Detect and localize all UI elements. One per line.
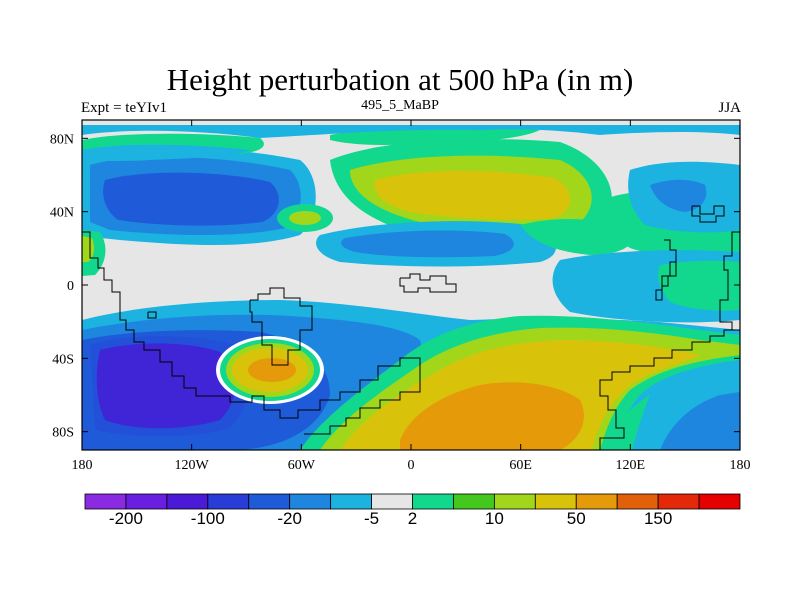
coastlines: [82, 205, 740, 450]
colorbar-swatch: [289, 493, 332, 510]
coastline-far-east-edge: [719, 231, 740, 330]
colorbar-swatch: [698, 493, 741, 510]
colorbar-label: 10: [485, 509, 504, 528]
central-blue-inner: [341, 230, 514, 258]
north-ridge-yellow: [374, 170, 570, 220]
colorbar-swatch: [330, 493, 372, 510]
colorbar-label: -20: [277, 509, 302, 528]
coastline-east-continent: [599, 329, 740, 450]
colorbar-label: 2: [408, 509, 417, 528]
colorbar-label: 150: [644, 509, 672, 528]
y-tick-label: 80S: [52, 426, 74, 441]
colorbar-swatch: [657, 493, 700, 510]
colorbar-swatch: [84, 493, 127, 510]
x-tick-label: 180: [72, 458, 93, 473]
south-east-blue: [660, 392, 740, 450]
colorbar-label: -200: [109, 509, 143, 528]
coastline-equatorial-island: [399, 273, 457, 293]
x-tick-label: 120W: [175, 458, 210, 473]
blob-yellowgreen-north: [289, 211, 321, 225]
south-east-green-edge: [610, 395, 650, 450]
contour-field: [82, 120, 740, 450]
plot-title: Height perturbation at 500 hPa (in m): [166, 62, 634, 97]
colorbar-swatch: [412, 493, 454, 510]
coastline-south-america: [249, 287, 313, 366]
y-tick-label: 0: [67, 279, 74, 294]
y-tick-label: 80N: [50, 132, 74, 147]
colorbar: -200 -100 -20 -5 2 10 50 150: [84, 493, 741, 528]
colorbar-swatch: [493, 493, 536, 510]
east-band-green: [658, 260, 740, 311]
north-east-blue: [650, 179, 707, 212]
south-pacific-deep: [96, 343, 235, 429]
x-tick-label: 0: [408, 458, 415, 473]
colorbar-swatch: [207, 493, 250, 510]
south-pacific-deep-edge: [90, 336, 249, 437]
colorbar-swatch: [534, 493, 577, 510]
colorbar-label: -100: [191, 509, 225, 528]
y-tick-label: 40N: [50, 206, 74, 221]
coastline-northeast-small: [691, 205, 725, 223]
x-tick-label: 60E: [509, 458, 532, 473]
coastline-west-land: [82, 231, 421, 435]
y-tick-label: 40S: [52, 352, 74, 367]
season-label: JJA: [718, 100, 741, 116]
x-tick-label: 60W: [288, 458, 316, 473]
x-tick-label: 120E: [616, 458, 646, 473]
colorbar-label: 50: [567, 509, 586, 528]
colorbar-swatch: [248, 493, 291, 510]
x-tick-label: 180: [730, 458, 751, 473]
south-atlantic-high-orange: [248, 358, 296, 382]
north-east-top-cyan: [82, 125, 740, 138]
x-axis-ticks: 180 120W 60W 0 60E 120E 180: [72, 120, 751, 473]
coastline-west-pacific-island: [147, 311, 157, 319]
colorbar-swatch: [616, 493, 659, 510]
colorbar-swatch: [453, 493, 495, 510]
experiment-label: Expt = teYIv1: [81, 100, 167, 116]
colorbar-swatch: [125, 493, 168, 510]
colorbar-swatch: [166, 493, 209, 510]
colorbar-swatch: [371, 493, 413, 510]
central-band-green: [520, 218, 633, 255]
time-label: 495_5_MaBP: [361, 98, 439, 113]
coastline-northeast-land: [655, 239, 677, 301]
north-pacific-dark: [103, 172, 279, 226]
colorbar-label: -5: [364, 509, 379, 528]
south-indian-orange: [400, 382, 584, 450]
west-edge-yellow: [82, 236, 95, 262]
y-axis-ticks: 80N 40N 0 40S 80S: [50, 132, 740, 441]
north-pacific-top-cyan: [82, 144, 250, 162]
colorbar-swatch: [575, 493, 618, 510]
